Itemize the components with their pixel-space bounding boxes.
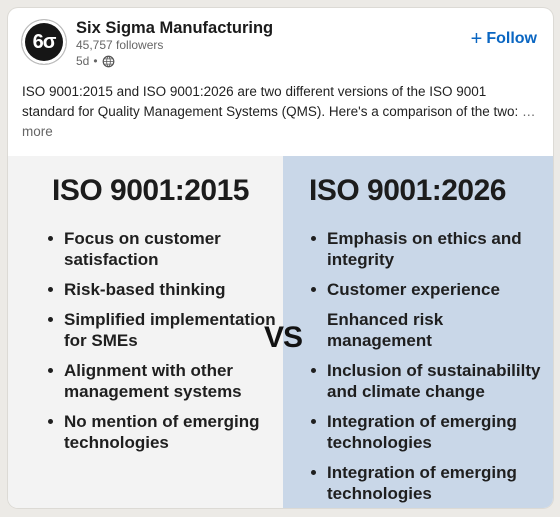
list-item: Integration of emerging technologies	[309, 411, 549, 453]
iso-2015-points: Focus on customer satisfaction Risk-base…	[46, 228, 276, 462]
post-image[interactable]: ISO 9001:2015 Focus on customer satisfac…	[8, 156, 553, 508]
see-more-link[interactable]: …more	[22, 104, 536, 139]
iso-2026-column: ISO 9001:2026 Emphasis on ethics and int…	[283, 156, 553, 508]
iso-2015-column: ISO 9001:2015 Focus on customer satisfac…	[8, 156, 283, 508]
list-item: Simplified implementation for SMEs	[46, 309, 276, 351]
follow-button[interactable]: + Follow	[470, 28, 537, 50]
list-item: Emphasis on ethics and integrity	[309, 228, 549, 270]
iso-2026-points: Emphasis on ethics and integrity Custome…	[309, 228, 549, 508]
post-time: 5d	[76, 54, 90, 68]
list-item: Risk-based thinking	[46, 279, 276, 300]
iso-2015-title: ISO 9001:2015	[52, 174, 249, 207]
list-item: Inclusion of sustainabililty and climate…	[309, 360, 549, 402]
plus-icon: +	[470, 28, 483, 50]
post-card: 6σ Six Sigma Manufacturing 45,757 follow…	[8, 8, 553, 508]
iso-2026-title: ISO 9001:2026	[309, 174, 506, 207]
follower-count: 45,757 followers	[76, 38, 164, 52]
post-text: ISO 9001:2015 and ISO 9001:2026 are two …	[22, 84, 519, 119]
meta-separator: •	[93, 54, 98, 68]
follow-label: Follow	[486, 30, 537, 47]
post-header: 6σ Six Sigma Manufacturing 45,757 follow…	[22, 18, 539, 68]
post-timestamp: 5d •	[76, 53, 273, 69]
list-item: Enhanced risk management	[327, 310, 444, 350]
list-item: Focus on customer satisfaction	[46, 228, 276, 270]
list-item: No mention of emerging technologies	[46, 411, 276, 453]
company-name[interactable]: Six Sigma Manufacturing	[76, 19, 274, 37]
list-item: Integration of emerging technologies	[309, 462, 549, 504]
post-body: ISO 9001:2015 and ISO 9001:2026 are two …	[22, 82, 541, 142]
list-item: Alignment with other management systems	[46, 360, 276, 402]
company-avatar[interactable]: 6σ	[22, 20, 66, 64]
versus-label: VS	[263, 321, 303, 354]
list-item: Customer experience	[309, 279, 549, 300]
post-meta: Six Sigma Manufacturing 45,757 followers…	[76, 18, 273, 69]
globe-icon	[102, 55, 114, 67]
